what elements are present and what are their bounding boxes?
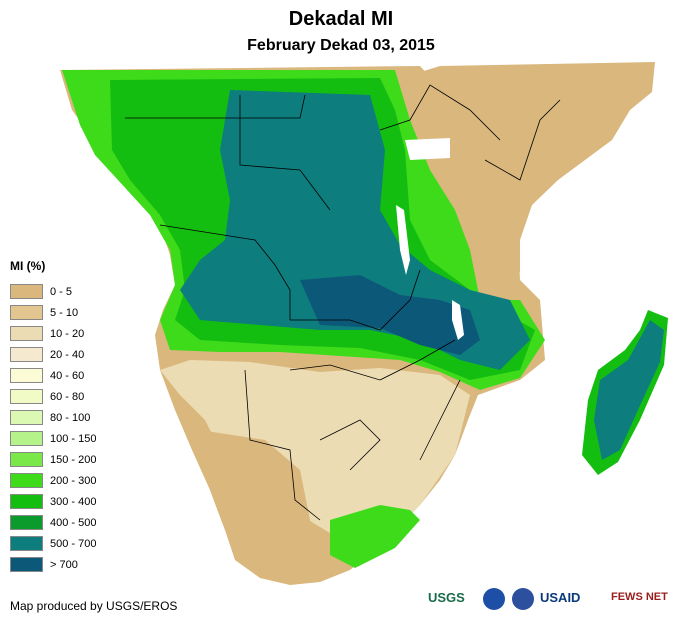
legend-swatch — [10, 347, 43, 362]
legend-swatch — [10, 284, 43, 299]
legend-item: 40 - 60 — [10, 365, 96, 386]
lake-tanganyika — [396, 205, 410, 275]
legend-item: 150 - 200 — [10, 449, 96, 470]
map-subtitle: February Dekad 03, 2015 — [247, 37, 435, 54]
legend-item: 500 - 700 — [10, 533, 96, 554]
legend-swatch — [10, 368, 43, 383]
legend-label: 150 - 200 — [50, 453, 97, 466]
legend-item: 0 - 5 — [10, 281, 96, 302]
legend-items: 0 - 5 5 - 10 10 - 20 20 - 40 40 - 60 60 - 80 8… — [10, 281, 96, 575]
legend-swatch — [10, 431, 43, 446]
legend-item: 300 - 400 — [10, 491, 96, 512]
desert-core — [200, 430, 310, 575]
map-credit: Map produced by USGS/EROS — [10, 599, 178, 613]
legend-label: 0 - 5 — [50, 285, 73, 298]
noaa-logo-icon — [483, 588, 505, 610]
legend-swatch — [10, 557, 43, 572]
legend-item: 400 - 500 — [10, 512, 96, 533]
legend-swatch — [10, 536, 43, 551]
legend-label: 400 - 500 — [50, 516, 97, 529]
central-extreme-zone — [300, 275, 480, 355]
lake-victoria — [405, 138, 450, 160]
lake-malawi — [452, 300, 464, 340]
agency-logos: USGS USAID FEWS NET — [428, 584, 676, 614]
legend-swatch — [10, 410, 43, 425]
legend-swatch — [10, 305, 43, 320]
legend-label: 200 - 300 — [50, 474, 97, 487]
usaid-logo: USAID — [540, 590, 581, 605]
southern-green-zone — [330, 505, 420, 568]
legend-label: 80 - 100 — [50, 411, 91, 424]
map-legend: MI (%) 0 - 5 5 - 10 10 - 20 20 - 40 40 - 60 6… — [10, 259, 96, 575]
legend-item: 200 - 300 — [10, 470, 96, 491]
legend-swatch — [10, 452, 43, 467]
legend-item: 80 - 100 — [10, 407, 96, 428]
legend-label: 10 - 20 — [50, 327, 85, 340]
map-title: Dekadal MI — [288, 8, 394, 30]
legend-label: 20 - 40 — [50, 348, 85, 361]
legend-label: 40 - 60 — [50, 369, 85, 382]
country-borders — [125, 84, 561, 521]
usgs-logo: USGS — [428, 590, 465, 605]
seal-logo-icon — [512, 588, 534, 610]
legend-title: MI (%) — [10, 259, 46, 273]
legend-swatch — [10, 326, 43, 341]
legend-swatch — [10, 494, 43, 509]
legend-label: 60 - 80 — [50, 390, 85, 403]
legend-item: 10 - 20 — [10, 323, 96, 344]
legend-label: 100 - 150 — [50, 432, 97, 445]
legend-label: 300 - 400 — [50, 495, 97, 508]
legend-label: 500 - 700 — [50, 537, 97, 550]
legend-swatch — [10, 473, 43, 488]
legend-label: 5 - 10 — [50, 306, 79, 319]
legend-swatch — [10, 515, 43, 530]
semi-arid-zone — [160, 360, 470, 545]
central-wettest-zone — [180, 90, 530, 370]
legend-item: 60 - 80 — [10, 386, 96, 407]
legend-swatch — [10, 389, 43, 404]
legend-item: > 700 — [10, 554, 96, 575]
madagascar-wet-zone — [594, 320, 664, 460]
legend-item: 20 - 40 — [10, 344, 96, 365]
legend-item: 5 - 10 — [10, 302, 96, 323]
legend-label: > 700 — [50, 558, 78, 571]
legend-item: 100 - 150 — [10, 428, 96, 449]
fewsnet-logo: FEWS NET — [611, 591, 668, 603]
